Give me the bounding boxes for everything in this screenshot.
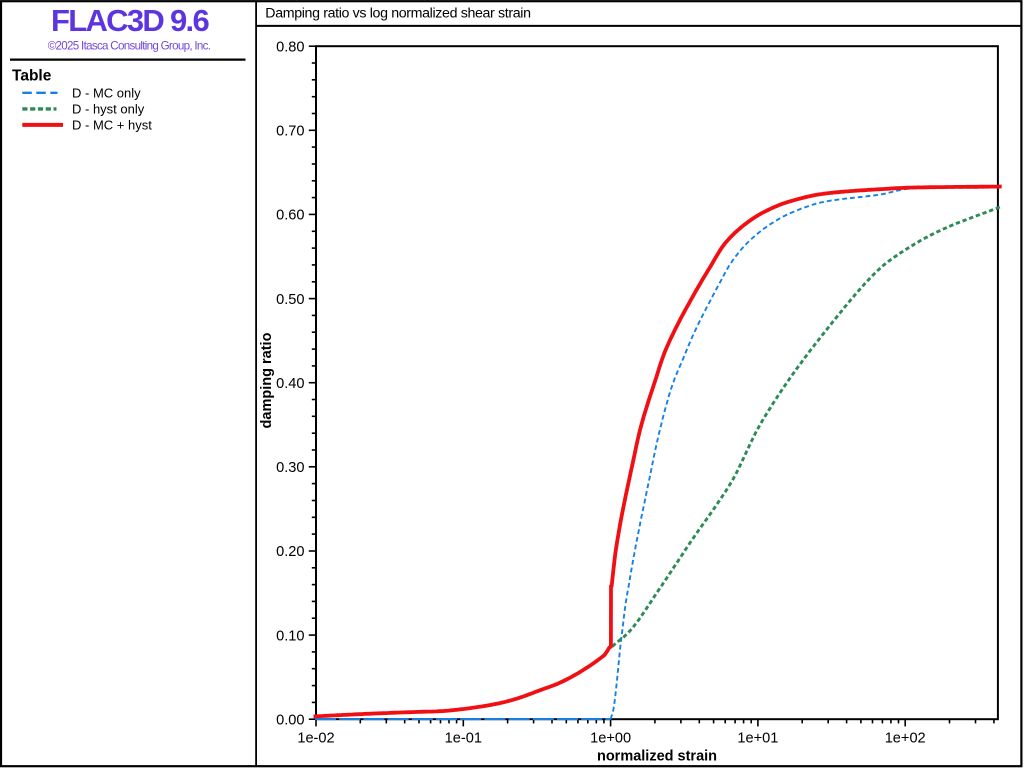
svg-text:0.80: 0.80 bbox=[276, 39, 304, 55]
svg-text:D - hyst only: D - hyst only bbox=[72, 101, 145, 116]
svg-text:damping ratio: damping ratio bbox=[259, 332, 275, 428]
svg-text:Table: Table bbox=[12, 68, 52, 85]
svg-text:1e-02: 1e-02 bbox=[297, 731, 334, 747]
svg-text:0.00: 0.00 bbox=[276, 712, 304, 728]
svg-text:Damping ratio vs log normalize: Damping ratio vs log normalized shear st… bbox=[265, 5, 530, 21]
svg-text:1e+01: 1e+01 bbox=[737, 731, 778, 747]
svg-text:normalized strain: normalized strain bbox=[597, 749, 717, 765]
svg-text:1e+02: 1e+02 bbox=[885, 731, 926, 747]
svg-text:0.70: 0.70 bbox=[276, 124, 304, 140]
svg-text:0.50: 0.50 bbox=[276, 292, 304, 308]
svg-text:D - MC + hyst: D - MC + hyst bbox=[72, 117, 152, 132]
svg-text:1e+00: 1e+00 bbox=[590, 731, 631, 747]
svg-text:0.30: 0.30 bbox=[276, 460, 304, 476]
svg-text:©2025 Itasca Consulting Group,: ©2025 Itasca Consulting Group, Inc. bbox=[48, 40, 211, 53]
svg-text:0.40: 0.40 bbox=[276, 376, 304, 392]
svg-text:D - MC only: D - MC only bbox=[72, 85, 141, 100]
svg-text:1e-01: 1e-01 bbox=[445, 731, 482, 747]
svg-text:0.10: 0.10 bbox=[276, 628, 304, 644]
svg-text:0.20: 0.20 bbox=[276, 544, 304, 560]
svg-text:0.60: 0.60 bbox=[276, 208, 304, 224]
svg-text:FLAC3D 9.6: FLAC3D 9.6 bbox=[51, 3, 209, 38]
